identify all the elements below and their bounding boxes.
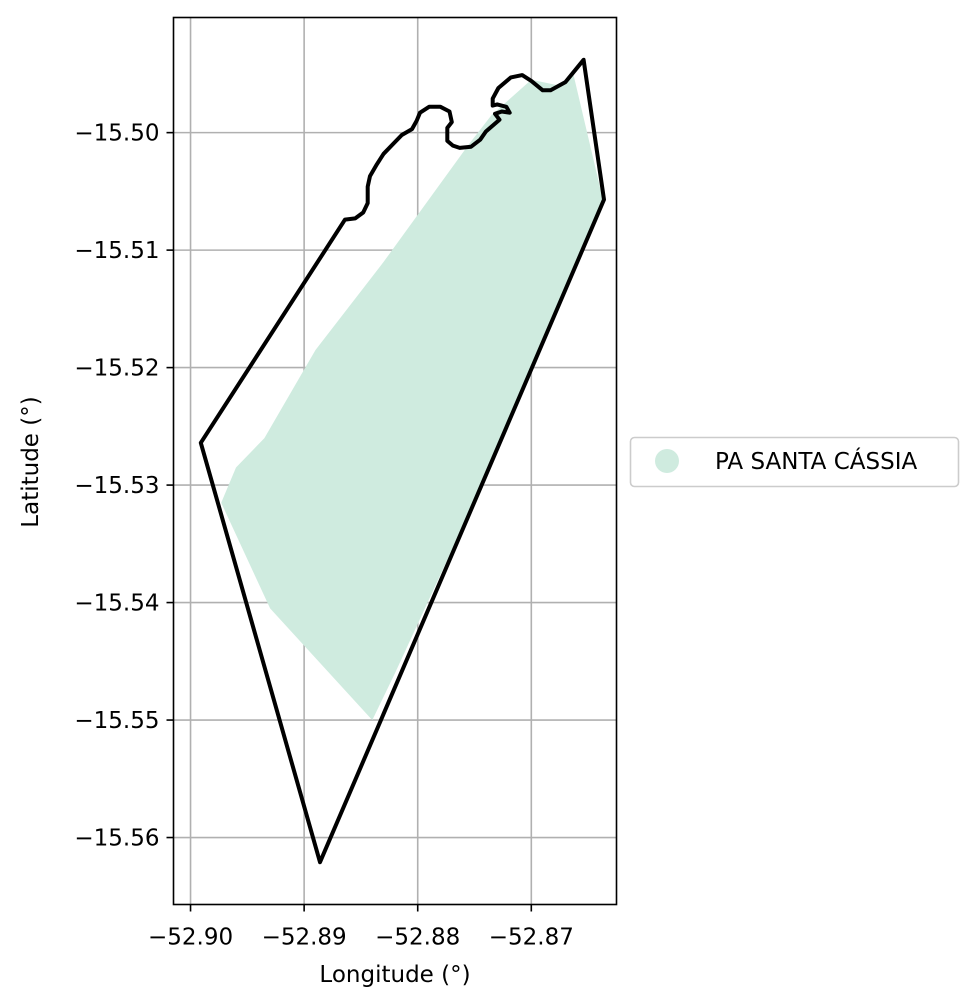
legend-entry-label: PA SANTA CÁSSIA bbox=[715, 447, 917, 475]
x-axis-label: Longitude (°) bbox=[319, 962, 470, 988]
y-tick-label: −15.50 bbox=[74, 121, 159, 147]
legend-box bbox=[629, 436, 960, 488]
y-tick-label: −15.53 bbox=[74, 473, 159, 499]
x-tick-label: −52.88 bbox=[375, 925, 460, 951]
settlement-outline-polygon bbox=[198, 57, 606, 865]
x-tick-label: −52.89 bbox=[262, 925, 347, 951]
x-tick-label: −52.87 bbox=[489, 925, 574, 951]
y-tick-label: −15.54 bbox=[74, 591, 159, 617]
y-tick-label: −15.56 bbox=[74, 826, 159, 852]
y-tick-label: −15.51 bbox=[74, 238, 159, 264]
legend: PA SANTA CÁSSIA bbox=[629, 436, 960, 488]
x-axis-ticks: −52.90 −52.89 −52.88 −52.87 bbox=[148, 904, 574, 951]
settlement-fill-polygon bbox=[221, 73, 603, 721]
y-tick-label: −15.55 bbox=[74, 708, 159, 734]
y-axis-ticks: −15.50 −15.51 −15.52 −15.53 −15.54 −15.55 −15.… bbox=[74, 121, 174, 852]
y-tick-label: −15.52 bbox=[74, 356, 159, 382]
y-axis-label: Latitude (°) bbox=[18, 396, 44, 527]
legend-marker bbox=[655, 449, 679, 473]
x-tick-label: −52.90 bbox=[148, 925, 233, 951]
plot-frame bbox=[172, 16, 618, 906]
